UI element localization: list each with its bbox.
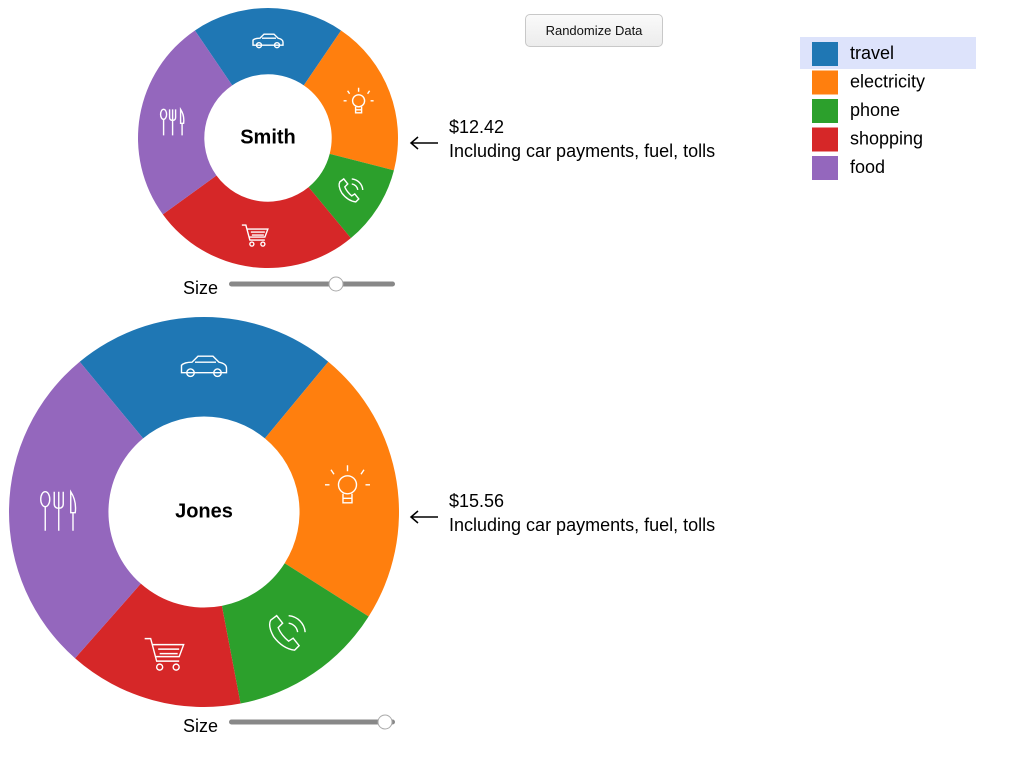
center-label: Jones (175, 500, 233, 522)
icon-part (214, 369, 222, 377)
icon-part (289, 616, 306, 633)
icon-part (339, 179, 359, 202)
annotation-note: Including car payments, fuel, tolls (449, 141, 715, 161)
center-label: Smith (240, 126, 296, 148)
slider-label: Size (183, 278, 218, 298)
slider-track (229, 281, 395, 287)
legend-swatch[interactable] (812, 156, 838, 180)
icon-part (261, 242, 265, 246)
legend-label[interactable]: electricity (850, 71, 925, 91)
slice-icon (145, 639, 184, 671)
legend-label[interactable]: phone (850, 100, 900, 120)
donut-slice[interactable] (303, 30, 398, 171)
annotation-amount: $12.42 (449, 117, 504, 137)
icon-part (242, 225, 268, 240)
slider-label: Size (183, 716, 218, 736)
slice-icon (161, 109, 184, 135)
slice-icon (325, 465, 370, 503)
icon-part (164, 109, 184, 135)
donut-slice[interactable] (194, 7, 342, 86)
icon-part (325, 465, 370, 503)
donut-slice[interactable] (162, 175, 351, 268)
donut-slice[interactable] (221, 563, 369, 704)
icon-part (270, 616, 300, 651)
donut-slice[interactable] (138, 30, 233, 215)
randomize-button[interactable]: Randomize Data (525, 14, 663, 47)
slider-track (229, 719, 395, 725)
slice-icon (270, 616, 306, 651)
icon-part (338, 476, 356, 494)
icon-part (145, 639, 184, 662)
slice-icon (41, 492, 76, 531)
icon-part (173, 664, 179, 670)
annotation-arrow (409, 136, 438, 150)
slice-icon (344, 88, 374, 113)
legend-label[interactable]: food (850, 157, 885, 177)
donut-slice[interactable] (264, 361, 399, 617)
icon-part (352, 179, 363, 190)
slider-thumb[interactable] (377, 714, 393, 730)
legend-swatch[interactable] (812, 99, 838, 123)
legend-label[interactable]: travel (850, 43, 894, 63)
donut-slice[interactable] (75, 583, 241, 707)
slice-icon (339, 179, 363, 202)
icon-part (275, 43, 280, 48)
slider-thumb[interactable] (328, 276, 344, 292)
icon-part (353, 95, 365, 107)
annotation-arrow (409, 510, 438, 524)
legend-label[interactable]: shopping (850, 128, 923, 148)
icon-part (257, 43, 262, 48)
annotation-note: Including car payments, fuel, tolls (449, 515, 715, 535)
icon-part (344, 88, 374, 113)
legend-swatch[interactable] (812, 42, 838, 66)
icon-part (253, 34, 283, 45)
icon-part (45, 492, 75, 531)
donut-slice[interactable] (79, 317, 329, 439)
icon-part (187, 369, 195, 377)
icon-part (182, 356, 227, 373)
slice-icon (253, 34, 283, 48)
icon-part (157, 664, 163, 670)
slice-icon (242, 225, 268, 246)
icon-part (250, 242, 254, 246)
slice-icon (182, 356, 227, 376)
legend-swatch[interactable] (812, 70, 838, 95)
annotation-amount: $15.56 (449, 491, 504, 511)
legend-swatch[interactable] (812, 127, 838, 152)
